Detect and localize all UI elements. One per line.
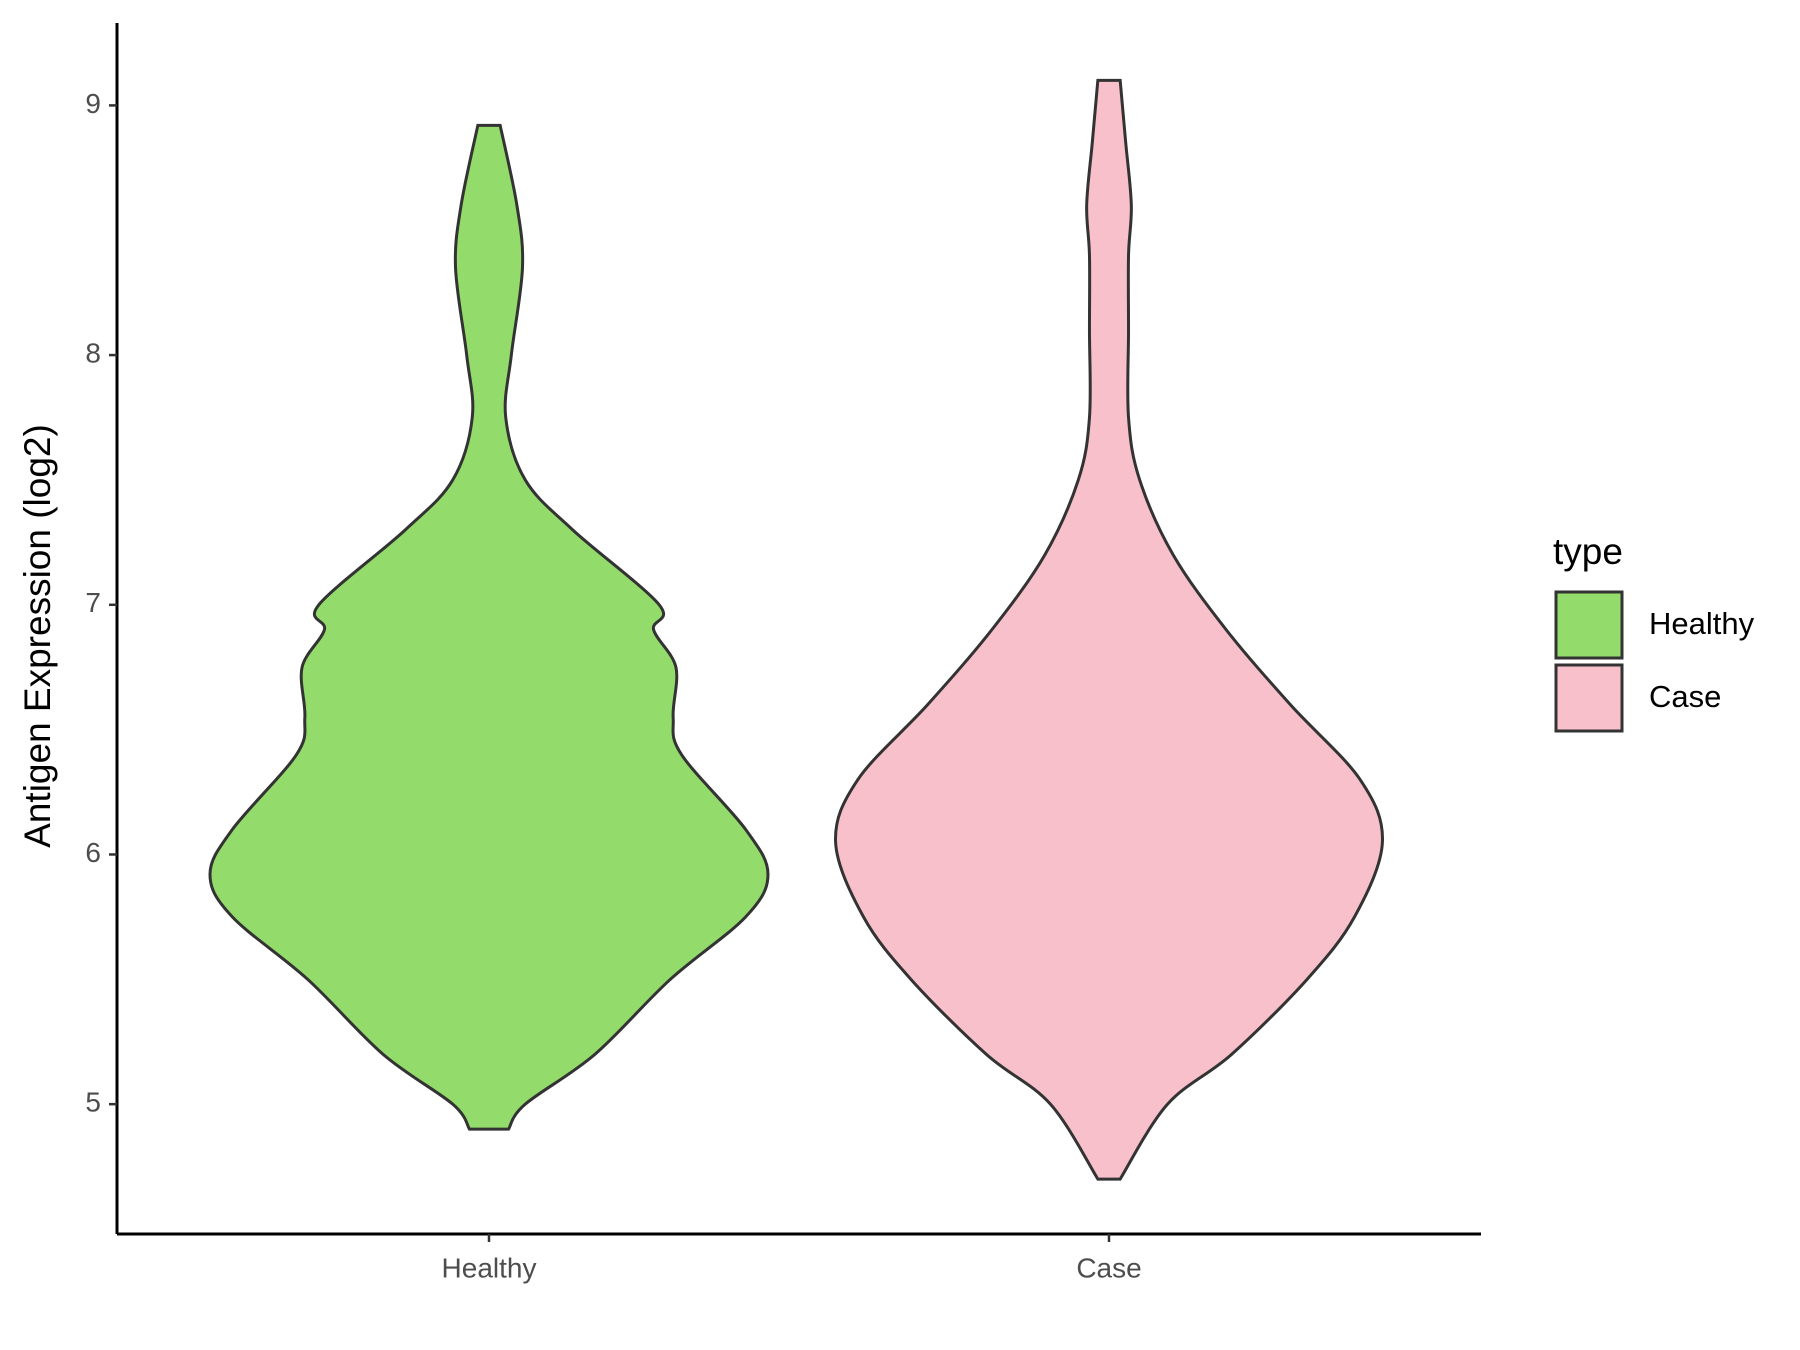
violin — [208, 123, 770, 1131]
legend-title: type — [1553, 531, 1623, 572]
y-tick-label: 9 — [85, 88, 101, 119]
legend-label: Case — [1649, 679, 1721, 714]
y-axis-label: Antigen Expression (log2) — [17, 424, 58, 848]
x-tick-label: Healthy — [442, 1252, 537, 1283]
y-tick-label: 5 — [85, 1087, 101, 1118]
y-tick-label: 8 — [85, 337, 101, 368]
legend-key — [1554, 663, 1624, 733]
legend-label: Healthy — [1649, 606, 1755, 641]
legend-key — [1554, 590, 1624, 660]
y-tick-label: 7 — [85, 587, 101, 618]
y-tick-label: 6 — [85, 837, 101, 868]
violin — [834, 78, 1384, 1181]
x-tick-label: Case — [1076, 1252, 1141, 1283]
